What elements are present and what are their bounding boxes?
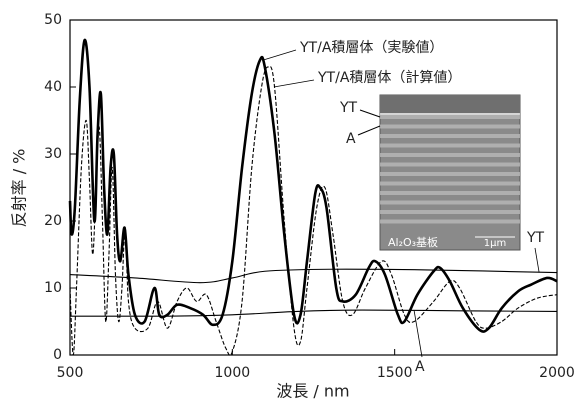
y-tick-label: 20 xyxy=(44,213,62,229)
series-line xyxy=(69,309,558,317)
y-tick-label: 30 xyxy=(44,146,62,162)
x-tick-label: 2000 xyxy=(539,365,575,381)
plot-frame xyxy=(69,19,558,356)
inset-label: A xyxy=(346,131,356,147)
leader-line xyxy=(273,79,315,88)
x-tick-label: 1500 xyxy=(377,365,413,381)
y-tick-label: 0 xyxy=(53,347,62,363)
series-label: YT/A積層体（計算値） xyxy=(317,70,461,86)
arrow xyxy=(357,125,381,136)
inset-label: YT xyxy=(339,100,358,116)
inset-layer xyxy=(380,210,520,214)
x-tick-label: 1000 xyxy=(215,365,251,381)
y-axis-label: 反射率 / % xyxy=(10,149,29,228)
inset-layer xyxy=(380,134,520,138)
leader-line xyxy=(413,310,423,358)
series-label: A xyxy=(415,359,425,375)
x-tick-label: 500 xyxy=(57,365,84,381)
y-tick-label: 10 xyxy=(44,280,62,296)
inset-layer xyxy=(380,191,520,195)
series-label: YT/A積層体（実験値） xyxy=(299,40,443,56)
inset-layer xyxy=(380,162,520,167)
inset-label: 1μm xyxy=(484,238,506,249)
inset-top xyxy=(380,95,520,113)
series-line xyxy=(69,268,558,284)
inset-layer xyxy=(380,124,520,129)
inset-layer xyxy=(380,153,520,157)
y-tick-label: 50 xyxy=(44,12,62,28)
inset-label: Al₂O₃基板 xyxy=(388,235,438,249)
series-line xyxy=(68,38,558,333)
inset-layer xyxy=(380,143,520,148)
series-label: YT xyxy=(526,230,545,246)
leader-line xyxy=(534,247,540,273)
inset-layer xyxy=(380,200,520,205)
inset-layer xyxy=(380,172,520,176)
x-axis-label: 波長 / nm xyxy=(276,382,349,401)
inset-layer xyxy=(380,181,520,186)
leader-line xyxy=(262,49,297,61)
inset-layer xyxy=(380,219,520,224)
inset-layer xyxy=(380,115,520,119)
arrow xyxy=(359,109,381,118)
y-tick-label: 40 xyxy=(44,79,62,95)
